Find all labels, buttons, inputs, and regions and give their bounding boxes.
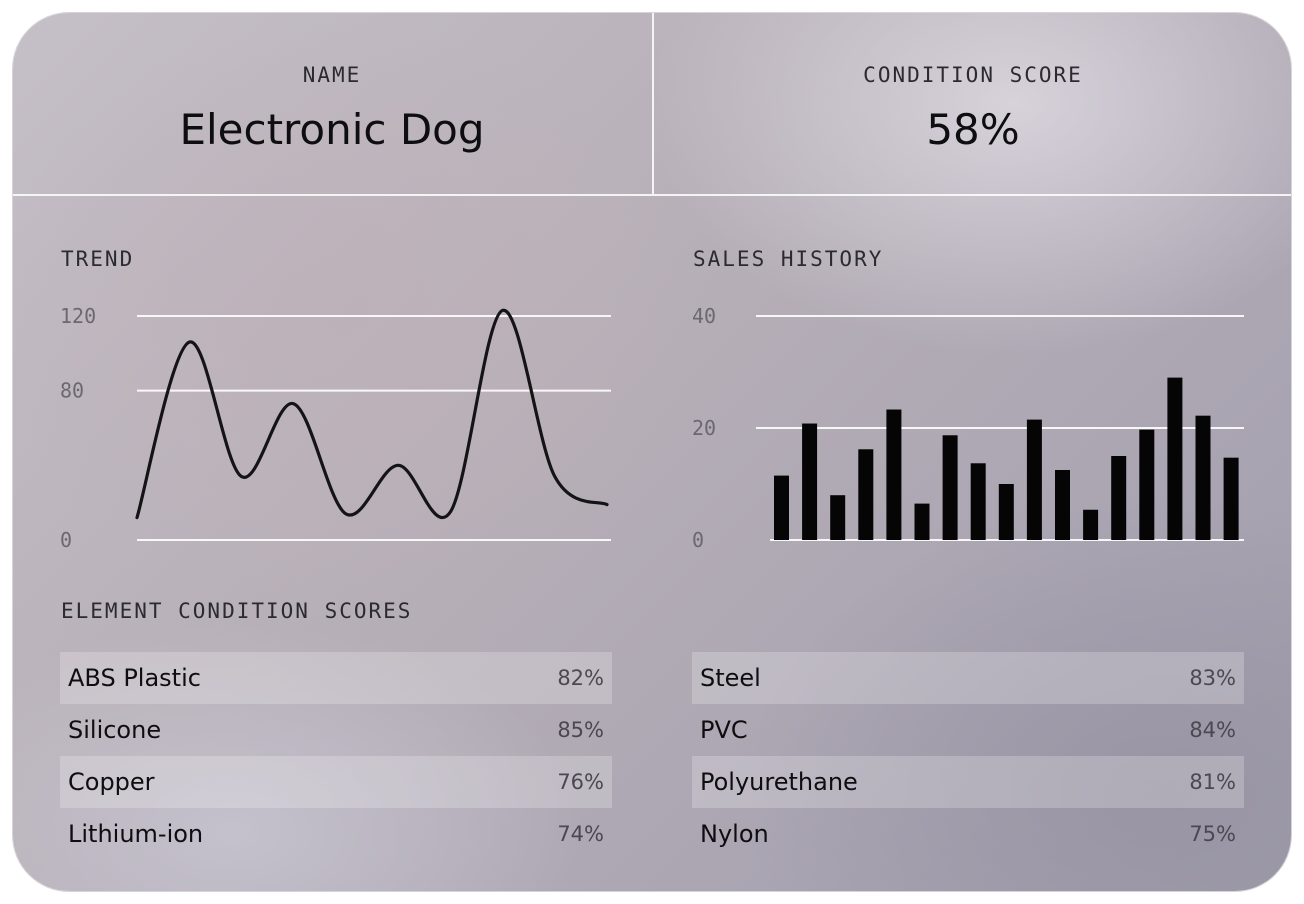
element-score-row: Polyurethane 81%	[692, 756, 1244, 808]
sales-y-tick-label: 40	[692, 304, 716, 328]
element-name: Steel	[700, 664, 761, 692]
element-scores-label: ELEMENT CONDITION SCORES	[61, 599, 413, 623]
element-scores-table-left: ABS Plastic 82% Silicone 85% Copper 76% Lithiu…	[60, 652, 612, 860]
sales-bar	[970, 463, 986, 540]
element-score-row: Silicone 85%	[60, 704, 612, 756]
element-score: 74%	[557, 822, 604, 846]
sales-bar	[858, 449, 874, 540]
sales-history-chart: 0 20 40	[692, 304, 1244, 552]
element-score-row: Lithium-ion 74%	[60, 808, 612, 860]
sales-y-tick-label: 0	[692, 528, 704, 552]
element-score-row: PVC 84%	[692, 704, 1244, 756]
element-score: 85%	[557, 718, 604, 742]
sales-bar	[914, 503, 930, 540]
element-score: 83%	[1189, 666, 1236, 690]
element-name: Silicone	[68, 716, 162, 744]
element-score-row: ABS Plastic 82%	[60, 652, 612, 704]
element-name: ABS Plastic	[68, 664, 201, 692]
sales-bar	[1139, 429, 1155, 540]
element-score-row: Nylon 75%	[692, 808, 1244, 860]
trend-chart: 0 80 120	[60, 304, 611, 552]
element-name: PVC	[700, 716, 748, 744]
sales-history-label: SALES HISTORY	[693, 247, 884, 271]
condition-score-label: CONDITION SCORE	[863, 63, 1083, 87]
element-score-row: Copper 76%	[60, 756, 612, 808]
element-name: Polyurethane	[700, 768, 858, 796]
sales-bar	[942, 435, 958, 540]
condition-score-cell: CONDITION SCORE 58%	[652, 13, 1291, 194]
name-label: NAME	[302, 63, 362, 87]
element-scores-table-right: Steel 83% PVC 84% Polyurethane 81% Nylon 75%	[692, 652, 1244, 860]
condition-score-value: 58%	[926, 105, 1020, 154]
sales-bar	[1167, 377, 1183, 540]
product-name: Electronic Dog	[179, 105, 485, 154]
sales-bar	[1026, 419, 1042, 540]
element-score: 76%	[557, 770, 604, 794]
element-score-row: Steel 83%	[692, 652, 1244, 704]
trend-y-tick-label: 80	[60, 379, 84, 403]
element-name: Nylon	[700, 820, 769, 848]
trend-y-tick-label: 120	[60, 304, 96, 328]
sales-bar	[1223, 457, 1239, 540]
sales-bar	[998, 484, 1014, 540]
element-score: 84%	[1189, 718, 1236, 742]
trend-series-line	[135, 308, 609, 520]
sales-bar	[1083, 509, 1099, 540]
element-name: Lithium-ion	[68, 820, 204, 848]
sales-bar	[774, 475, 789, 540]
trend-label: TREND	[61, 247, 135, 271]
element-name: Copper	[68, 768, 155, 796]
sales-bar	[1055, 470, 1070, 540]
product-card: NAME Electronic Dog CONDITION SCORE 58% …	[13, 13, 1291, 891]
trend-y-tick-label: 0	[60, 528, 72, 552]
sales-bar	[830, 495, 846, 540]
element-score: 75%	[1189, 822, 1236, 846]
sales-bar	[1111, 456, 1127, 540]
sales-bar	[802, 423, 818, 540]
element-score: 81%	[1189, 770, 1236, 794]
sales-bar	[1195, 415, 1211, 540]
name-cell: NAME Electronic Dog	[13, 13, 651, 194]
sales-bar	[886, 409, 902, 540]
sales-y-tick-label: 20	[692, 416, 716, 440]
card-header: NAME Electronic Dog CONDITION SCORE 58%	[13, 13, 1291, 196]
element-score: 82%	[557, 666, 604, 690]
